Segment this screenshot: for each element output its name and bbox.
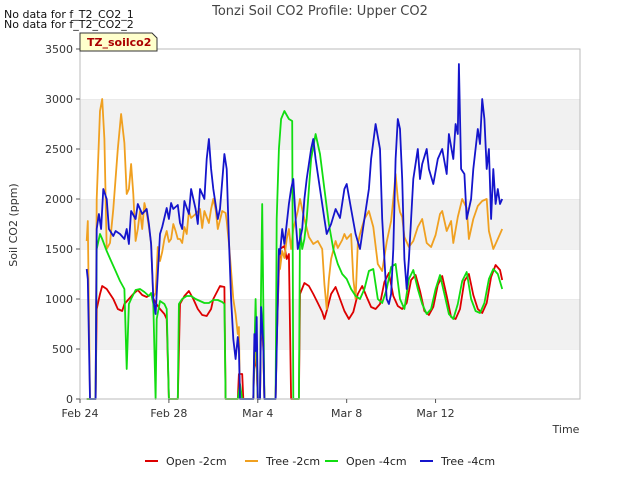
grid-band <box>80 149 580 199</box>
tag-box-shape <box>79 32 158 52</box>
no-data-note-2: No data for f_T2_CO2_2 <box>4 18 134 31</box>
legend-label: Tree -4cm <box>440 455 495 468</box>
legend-label: Open -4cm <box>346 455 407 468</box>
x-axis-label: Time <box>552 423 580 436</box>
y-tick-label: 1500 <box>45 243 73 256</box>
y-tick-label: 2500 <box>45 143 73 156</box>
y-tick-label: 2000 <box>45 193 73 206</box>
grid-band <box>80 199 580 249</box>
plot-frame <box>79 48 581 400</box>
no-data-note-1: No data for f_T2_CO2_1 <box>4 8 134 21</box>
x-tick-label: Feb 24 <box>62 407 99 420</box>
tag-box: TZ_soilco2 <box>79 32 158 52</box>
x-axis-ticks: Feb 24 Feb 28 Mar 4 Mar 8 Mar 12 <box>62 399 455 420</box>
chart-title: Tonzi Soil CO2 Profile: Upper CO2 <box>211 4 428 19</box>
x-tick-label: Mar 4 <box>242 407 273 420</box>
x-tick-label: Mar 8 <box>331 407 362 420</box>
tag-box-label: TZ_soilco2 <box>87 36 151 49</box>
series-line-2 <box>86 110 504 400</box>
y-axis-label: Soil CO2 (ppm) <box>7 183 20 266</box>
x-tick-label: Feb 28 <box>150 407 187 420</box>
series-line-0 <box>86 245 504 400</box>
y-tick-label: 0 <box>66 393 73 406</box>
grid-band <box>80 99 580 149</box>
y-tick-label: 500 <box>52 343 73 356</box>
legend-label: Tree -2cm <box>265 455 320 468</box>
grid-band <box>80 299 580 349</box>
legend: Open -2cm Tree -2cm Open -4cm Tree -4cm <box>145 455 495 468</box>
y-axis-ticks: 0 500 1000 1500 2000 2500 3000 3500 <box>45 43 80 406</box>
grid-band <box>80 349 580 399</box>
series-lines <box>85 63 504 400</box>
series-line-3 <box>85 63 504 400</box>
grid-band <box>80 49 580 99</box>
y-tick-label: 3500 <box>45 43 73 56</box>
y-tick-label: 1000 <box>45 293 73 306</box>
y-tick-label: 3000 <box>45 93 73 106</box>
x-tick-label: Mar 12 <box>416 407 454 420</box>
legend-label: Open -2cm <box>166 455 227 468</box>
